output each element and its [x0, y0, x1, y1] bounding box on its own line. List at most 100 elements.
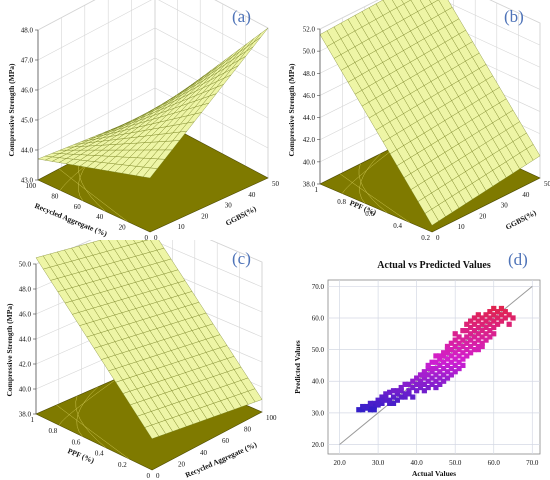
z-tick-label: 48.0 — [303, 70, 316, 78]
surface-plot-a: 43.0 44.0 45.0 46.0 47.0 48.0 Compressive Stre… — [0, 0, 282, 240]
scatter-point — [444, 347, 451, 353]
y-tick-label: 0 — [156, 472, 160, 480]
scatter-point — [421, 388, 427, 394]
scatter-point — [398, 384, 404, 391]
scatter-point — [425, 362, 431, 369]
scatter-point — [414, 388, 420, 394]
scatter-point — [390, 394, 397, 400]
scatter-plot-d-svg: 20.0 30.0 40.0 50.0 60.0 70.0 20.0 30.0 40.0 50.0… — [293, 250, 541, 478]
scatter-point — [464, 347, 470, 353]
scatter-point — [460, 350, 466, 356]
y-tick-label: 20 — [178, 460, 186, 468]
x-tick-label: 50.0 — [449, 459, 462, 467]
x-tick-label: 0.4 — [393, 222, 402, 230]
y-tick-label: 100 — [266, 414, 277, 422]
surface-cell — [403, 0, 418, 16]
y-tick-label: 40.0 — [312, 378, 325, 386]
surface-cell — [431, 0, 446, 16]
wall-grid-line — [319, 0, 541, 30]
scatter-point — [491, 318, 497, 324]
scatter-point — [371, 400, 377, 406]
y-tick-label: 20 — [479, 212, 487, 220]
z-tick-label: 40.0 — [303, 158, 316, 166]
z-axis-label: Compressive Strength (MPa) — [5, 303, 14, 397]
y-tick-label: 30 — [225, 202, 233, 210]
x-tick-label: 0.8 — [337, 198, 346, 206]
scatter-point — [360, 403, 366, 410]
scatter-point — [475, 337, 481, 343]
scatter-point — [479, 343, 485, 350]
surface-cell — [401, 0, 412, 5]
scatter-point — [487, 309, 493, 315]
x-tick-label: 40 — [96, 213, 104, 221]
scatter-point — [433, 359, 439, 365]
scatter-point — [398, 394, 404, 400]
floor-contour — [56, 404, 129, 460]
scatter-point — [452, 350, 458, 356]
x-tick-label: 100 — [26, 182, 37, 190]
scatter-point — [487, 321, 493, 327]
scatter-point — [383, 391, 389, 397]
scatter-point — [402, 381, 408, 387]
scatter-point — [383, 397, 389, 403]
y-axis-label: GGBS(%) — [504, 208, 538, 232]
scatter-point — [421, 375, 427, 381]
scatter-point — [498, 305, 505, 312]
scatter-point — [410, 394, 416, 400]
z-tick-label: 52.0 — [303, 26, 316, 34]
scatter-point — [498, 318, 505, 324]
surface-cell — [99, 240, 115, 252]
scatter-point — [417, 372, 424, 378]
scatter-point — [471, 340, 478, 346]
scatter-point — [367, 400, 373, 406]
scatter-point — [448, 353, 454, 359]
z-tick-label: 40.0 — [19, 386, 32, 394]
scatter-point — [502, 315, 508, 321]
scatter-point — [394, 391, 400, 397]
scatter-point — [371, 407, 377, 413]
scatter-point — [456, 365, 462, 372]
scatter-point — [456, 340, 462, 346]
scatter-point — [475, 347, 481, 353]
x-tick-label: 60 — [74, 203, 82, 211]
scatter-point — [475, 324, 481, 331]
surface-cell — [142, 240, 158, 253]
z-tick-label: 43.0 — [21, 177, 34, 185]
y-tick-label: 40 — [200, 449, 208, 457]
scatter-point — [479, 328, 485, 334]
scatter-point — [452, 343, 458, 350]
scatter-point — [437, 369, 443, 375]
y-tick-label: 80 — [244, 426, 252, 434]
scatter-point — [464, 340, 470, 346]
scatter-point — [452, 337, 458, 343]
scatter-point — [452, 356, 458, 362]
scatter-point — [356, 407, 362, 413]
surface-cell — [419, 0, 432, 8]
z-tick-label: 48.0 — [19, 286, 32, 294]
scatter-point — [495, 309, 501, 315]
x-tick-label: 20.0 — [333, 459, 346, 467]
scatter-point — [452, 331, 458, 337]
z-tick-label: 50.0 — [19, 261, 32, 269]
surface-plot-c: 38.0 40.0 42.0 44.0 46.0 48.0 50.0 Compressive … — [0, 240, 282, 480]
scatter-point — [448, 359, 454, 365]
scatter-point — [437, 362, 443, 369]
surface-cell — [382, 0, 398, 12]
scatter-point — [383, 394, 389, 400]
scatter-point — [410, 378, 416, 384]
x-tick-label: 0.2 — [118, 461, 127, 469]
z-tick-label: 42.0 — [303, 136, 316, 144]
panel-label: (c) — [232, 249, 251, 268]
scatter-point — [502, 309, 508, 315]
x-tick-label: 0.6 — [72, 438, 81, 446]
scatter-point — [444, 375, 451, 381]
x-tick-label: 20 — [119, 224, 127, 232]
z-axis-label: Compressive Strength (MPa) — [7, 63, 16, 157]
scatter-point — [406, 388, 412, 394]
scatter-point — [390, 400, 397, 406]
scatter-point — [475, 312, 481, 318]
x-tick-label: 0 — [147, 472, 151, 480]
z-tick-label: 38.0 — [19, 411, 32, 419]
z-axis-label: Compressive Strength (MPa) — [287, 63, 296, 157]
scatter-point — [379, 397, 385, 403]
